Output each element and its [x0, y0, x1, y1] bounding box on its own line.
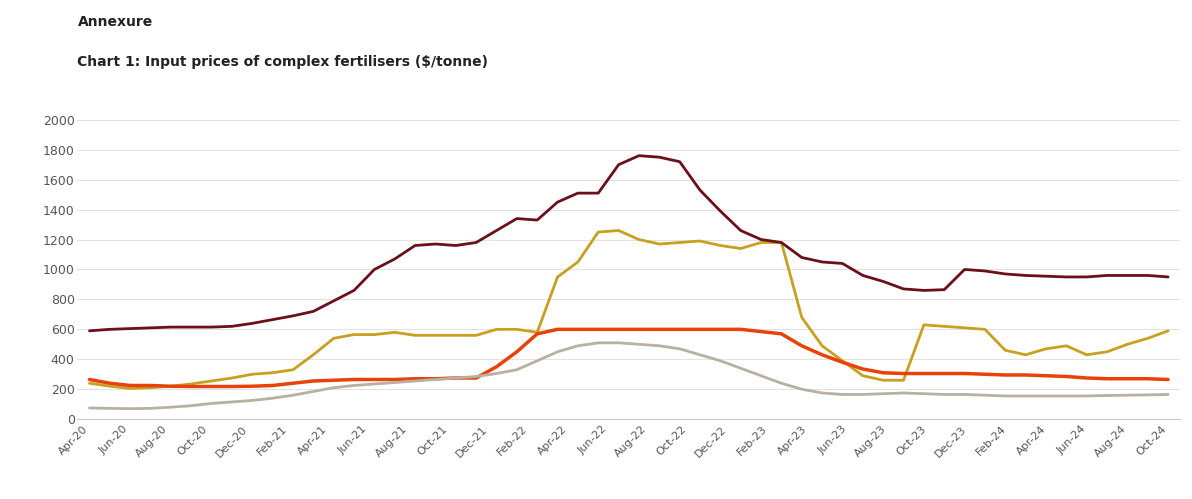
Text: Chart 1: Input prices of complex fertilisers ($/tonne): Chart 1: Input prices of complex fertili… [77, 55, 489, 69]
Text: Annexure: Annexure [77, 15, 153, 29]
